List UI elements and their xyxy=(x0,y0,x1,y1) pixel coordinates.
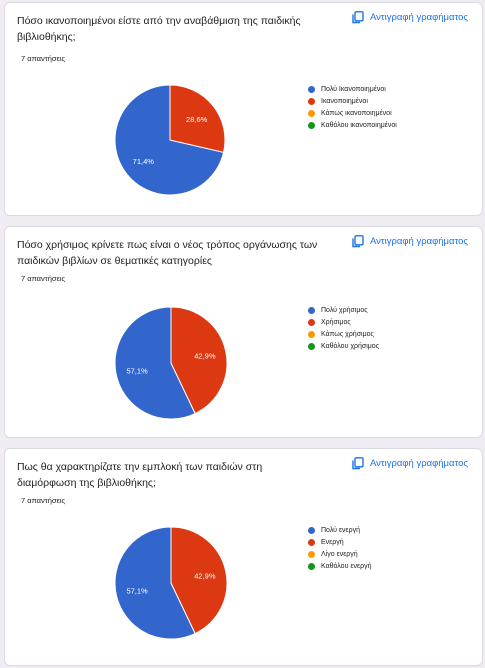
copy-chart-label: Αντιγραφή γραφήματος xyxy=(369,458,468,469)
copy-chart-button[interactable]: Αντιγραφή γραφήματος xyxy=(352,457,468,470)
copy-chart-button[interactable]: Αντιγραφή γραφήματος xyxy=(352,11,468,24)
response-count: 7 απαντήσεις xyxy=(21,54,66,63)
copy-icon xyxy=(352,457,364,470)
legend-item: Χρήσιμος xyxy=(308,316,379,328)
copy-chart-label: Αντιγραφή γραφήματος xyxy=(369,236,468,247)
pie-slice xyxy=(115,527,196,639)
copy-chart-label: Αντιγραφή γραφήματος xyxy=(369,12,468,23)
copy-chart-button[interactable]: Αντιγραφή γραφήματος xyxy=(352,235,468,248)
pie-slice xyxy=(170,307,227,415)
response-count: 7 απαντήσεις xyxy=(21,274,66,283)
legend-label: Καθόλου ενεργή xyxy=(321,562,372,570)
legend-item: Κάπως χρήσιμος xyxy=(308,328,379,340)
legend-dot xyxy=(308,526,315,534)
legend-item: Κάπως ικανοποιημένοι xyxy=(308,107,397,119)
legend-label: Χρήσιμος xyxy=(321,318,351,326)
pie-slice xyxy=(170,527,227,635)
response-count: 7 απαντήσεις xyxy=(21,496,66,505)
legend-item: Ενεργή xyxy=(308,536,371,548)
pie-chart: 57,1% 42,9% xyxy=(115,307,227,419)
slice-label: 42,9% xyxy=(194,351,216,360)
legend-dot xyxy=(308,109,315,117)
legend-label: Κάπως ικανοποιημένοι xyxy=(321,109,392,117)
legend-dot xyxy=(308,318,315,326)
copy-icon xyxy=(352,11,364,24)
slice-label: 28,6% xyxy=(186,115,208,124)
pie-slice xyxy=(115,85,225,195)
legend-item: Πολύ χρήσιμος xyxy=(308,304,379,316)
legend-label: Πολύ ενεργή xyxy=(321,526,361,534)
legend-dot xyxy=(308,330,315,338)
legend-dot xyxy=(308,306,315,314)
copy-icon xyxy=(352,235,364,248)
legend-label: Καθόλου ικανοποιημένοι xyxy=(321,121,397,129)
legend-label: Πολύ χρήσιμος xyxy=(321,306,368,314)
chart-legend: Πολύ ενεργή Ενεργή Λίγο ενεργή Καθόλου ε… xyxy=(308,524,371,572)
legend-item: Πολύ Ικανοποιημένοι xyxy=(308,83,397,95)
question-card-2: Πόσο χρήσιμος κρίνετε πως είναι ο νέος τ… xyxy=(4,226,483,438)
legend-item: Ικανοποιημένοι xyxy=(308,95,397,107)
question-card-1: Πόσο ικανοποιημένοι είστε από την αναβάθ… xyxy=(4,2,483,216)
chart-legend: Πολύ χρήσιμος Χρήσιμος Κάπως χρήσιμος Κα… xyxy=(308,304,379,352)
question-title: Πως θα χαρακτηρίζατε την εμπλοκή των παι… xyxy=(17,461,263,489)
legend-label: Καθόλου χρήσιμος xyxy=(321,342,380,350)
legend-item: Καθόλου χρήσιμος xyxy=(308,340,379,352)
legend-dot xyxy=(308,121,315,129)
legend-dot xyxy=(308,562,315,570)
pie-slice xyxy=(169,85,225,153)
question-title: Πόσο ικανοποιημένοι είστε από την αναβάθ… xyxy=(17,15,301,43)
legend-item: Καθόλου ενεργή xyxy=(308,560,371,572)
legend-label: Κάπως χρήσιμος xyxy=(321,330,374,338)
legend-dot xyxy=(308,342,315,350)
slice-label: 71,4% xyxy=(133,157,155,166)
legend-label: Λίγο ενεργή xyxy=(321,550,358,558)
legend-dot xyxy=(308,85,315,93)
legend-item: Καθόλου ικανοποιημένοι xyxy=(308,119,397,131)
pie-slice xyxy=(115,307,196,419)
chart-legend: Πολύ Ικανοποιημένοι Ικανοποιημένοι Κάπως… xyxy=(308,83,397,131)
slice-label: 57,1% xyxy=(126,367,148,376)
legend-dot xyxy=(308,550,315,558)
legend-item: Πολύ ενεργή xyxy=(308,524,371,536)
legend-dot xyxy=(308,97,315,105)
legend-label: Ενεργή xyxy=(321,538,344,546)
question-title: Πόσο χρήσιμος κρίνετε πως είναι ο νέος τ… xyxy=(17,239,318,267)
legend-label: Ικανοποιημένοι xyxy=(321,97,368,105)
slice-label: 42,9% xyxy=(194,571,216,580)
pie-chart: 71,4% 28,6% xyxy=(115,85,225,195)
pie-chart: 57,1% 42,9% xyxy=(115,527,227,639)
slice-label: 57,1% xyxy=(126,587,148,596)
legend-label: Πολύ Ικανοποιημένοι xyxy=(321,85,386,93)
legend-dot xyxy=(308,538,315,546)
legend-item: Λίγο ενεργή xyxy=(308,548,371,560)
question-card-3: Πως θα χαρακτηρίζατε την εμπλοκή των παι… xyxy=(4,448,483,666)
